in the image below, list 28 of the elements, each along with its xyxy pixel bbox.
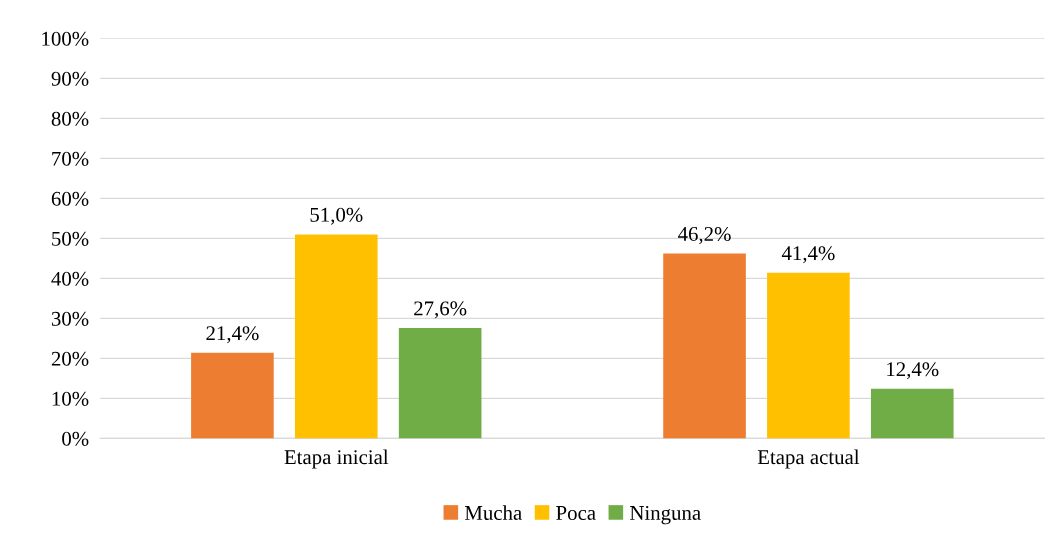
y-tick-label: 0% xyxy=(62,431,89,446)
legend-label: Mucha xyxy=(464,505,522,520)
legend-label: Poca xyxy=(556,506,596,520)
data-label: 51,0% xyxy=(310,207,363,225)
data-label: 12,4% xyxy=(887,362,939,380)
y-tick-label: 60% xyxy=(51,191,89,206)
x-tick-label: Etapa inicial xyxy=(284,449,389,469)
y-tick-label: 80% xyxy=(51,111,89,126)
data-label: 46,2% xyxy=(678,226,731,245)
x-tick-label: Etapa actual xyxy=(757,449,860,469)
y-tick-label: 50% xyxy=(52,231,89,246)
y-tick-label: 20% xyxy=(51,351,89,366)
y-tick-label: 40% xyxy=(51,271,89,286)
data-label: 27,6% xyxy=(414,301,467,319)
bar xyxy=(398,327,482,439)
y-tick-label: 90% xyxy=(51,71,89,86)
bar xyxy=(767,272,850,439)
bar xyxy=(870,388,954,439)
bar xyxy=(294,234,378,439)
bar xyxy=(191,352,274,439)
y-tick-label: 30% xyxy=(51,311,89,326)
y-tick-label: 10% xyxy=(52,391,89,406)
bar xyxy=(663,253,746,439)
legend-label: Ninguna xyxy=(629,505,701,525)
y-tick-label: 70% xyxy=(52,151,89,166)
y-tick-label: 100% xyxy=(42,31,89,46)
data-label: 41,4% xyxy=(781,246,835,264)
data-label: 21,4% xyxy=(206,326,259,344)
